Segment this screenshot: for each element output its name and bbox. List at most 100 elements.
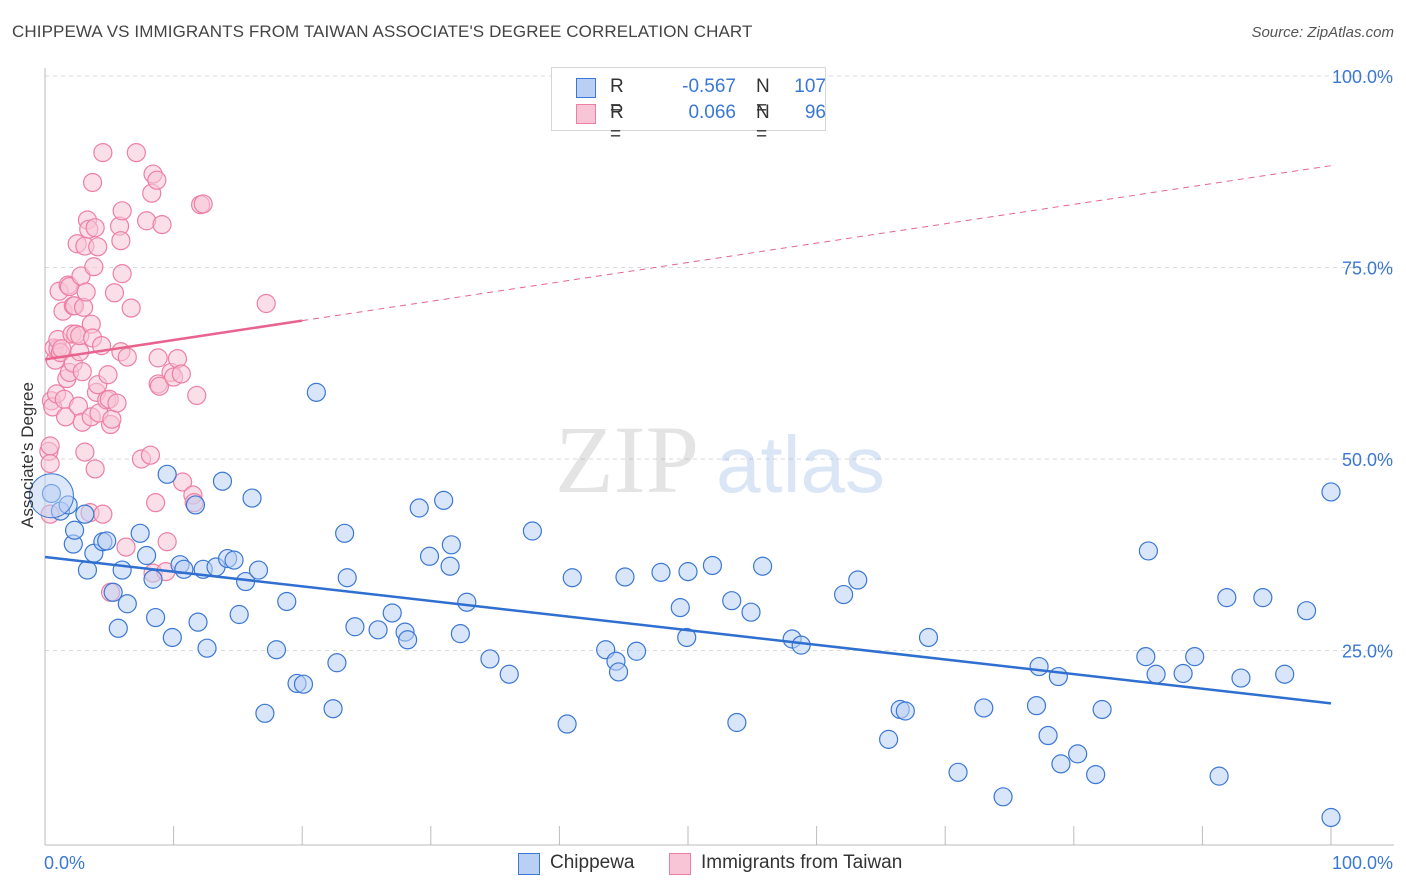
chippewa-point-large — [28, 473, 74, 519]
chippewa-point — [335, 523, 355, 543]
taiwan-legend-swatch — [669, 853, 691, 875]
chippewa-point — [224, 550, 244, 570]
taiwan-point — [117, 347, 137, 367]
chippewa-point — [918, 627, 939, 648]
chippewa-point — [562, 568, 582, 588]
taiwan-point — [140, 445, 161, 465]
x-tick-label-min: 0.0% — [44, 853, 85, 873]
taiwan-point — [93, 143, 113, 163]
taiwan-point — [93, 504, 113, 524]
chippewa-point — [1296, 601, 1317, 621]
chippewa-point — [174, 559, 194, 579]
n-label: N = — [756, 102, 770, 145]
chippewa-point — [419, 546, 440, 566]
chippewa-point — [266, 640, 287, 660]
chippewa-point — [608, 662, 629, 682]
taiwan-swatch — [576, 104, 596, 124]
trendlines — [44, 165, 1332, 705]
n-value: 96 — [804, 102, 826, 123]
chippewa-point — [1136, 647, 1156, 667]
chippewa-point — [157, 464, 177, 484]
taiwan-point — [121, 298, 141, 318]
chippewa-point — [522, 521, 542, 541]
chippewa-point — [185, 495, 206, 515]
chippewa-point — [382, 603, 402, 623]
y-axis-label: Associate's Degree — [18, 382, 37, 528]
chippewa-point — [895, 701, 915, 721]
chippewa-point — [212, 471, 233, 491]
r-label: R = — [610, 76, 624, 119]
chippewa-point — [1253, 588, 1273, 608]
taiwan-point — [148, 348, 168, 368]
chippewa-point — [974, 698, 994, 718]
chippewa-point — [1173, 663, 1193, 684]
chippewa-point — [993, 787, 1013, 807]
chippewa-point — [327, 653, 347, 673]
taiwan-point — [187, 385, 207, 406]
chippewa-point — [306, 382, 326, 402]
chippewa-point — [1231, 668, 1251, 688]
chippewa-point — [499, 664, 519, 684]
chippewa-trendline — [44, 555, 1332, 705]
chippewa-point — [651, 562, 671, 582]
y-tick-label: 25.0% — [1342, 642, 1393, 662]
taiwan-trendline-dashed — [302, 165, 1332, 322]
chippewa-point — [255, 703, 275, 723]
chippewa-point — [1068, 744, 1088, 764]
chippewa-point — [409, 498, 429, 518]
taiwan-point — [104, 283, 125, 303]
taiwan-legend-label: Immigrants from Taiwan — [701, 852, 903, 873]
taiwan-point — [98, 365, 118, 385]
chippewa-point — [457, 592, 477, 612]
x-tick-label-max: 100.0% — [1332, 853, 1393, 873]
chippewa-point — [879, 729, 899, 749]
tick-labels: 25.0% 50.0% 75.0% 100.0% 0.0% 100.0% — [44, 67, 1393, 873]
chippewa-point — [1092, 699, 1112, 720]
chippewa-point — [293, 674, 314, 694]
chippewa-point — [1209, 766, 1229, 786]
taiwan-point — [157, 532, 177, 552]
chippewa-point — [670, 598, 690, 618]
taiwan-point — [126, 143, 146, 163]
watermark-atlas: atlas — [716, 420, 885, 509]
taiwan-point — [116, 537, 136, 557]
chippewa-point — [1185, 647, 1205, 667]
y-tick-label: 50.0% — [1342, 450, 1393, 470]
chippewa-point — [197, 638, 217, 658]
chippewa-point — [722, 591, 742, 611]
chippewa-point — [162, 627, 182, 648]
taiwan-point — [40, 436, 60, 456]
taiwan-point — [72, 362, 92, 382]
taiwan-point — [145, 493, 166, 513]
chippewa-point — [248, 560, 269, 580]
chippewa-point — [1086, 764, 1106, 785]
legend-box: R = -0.567 N = 107 R = 0.066 N = 96 — [551, 67, 826, 145]
taiwan-point — [149, 376, 170, 396]
chippewa-point — [752, 556, 773, 576]
chippewa-point — [130, 523, 150, 543]
chippewa-legend-label: Chippewa — [550, 852, 635, 873]
chippewa-point — [398, 630, 418, 650]
taiwan-point — [75, 442, 95, 462]
chippewa-legend-swatch — [518, 853, 540, 875]
watermark: ZIP atlas — [555, 406, 885, 513]
chippewa-point — [277, 591, 297, 612]
chippewa-point — [103, 582, 123, 602]
chippewa-swatch — [576, 78, 596, 98]
taiwan-point — [193, 194, 213, 214]
chippewa-point — [188, 612, 208, 632]
taiwan-point — [173, 472, 193, 492]
n-label: N = — [756, 76, 770, 119]
taiwan-point — [152, 215, 172, 235]
chippewa-point — [678, 562, 698, 582]
chippewa-point — [1321, 482, 1341, 502]
chippewa-point — [1048, 666, 1068, 687]
chippewa-point — [136, 545, 157, 566]
source-label: Source: ZipAtlas.com — [1251, 24, 1394, 41]
chippewa-point — [112, 560, 132, 580]
chippewa-point — [1275, 664, 1295, 684]
taiwan-point — [85, 218, 105, 238]
chippewa-point — [727, 712, 747, 733]
chippewa-point — [97, 531, 117, 551]
